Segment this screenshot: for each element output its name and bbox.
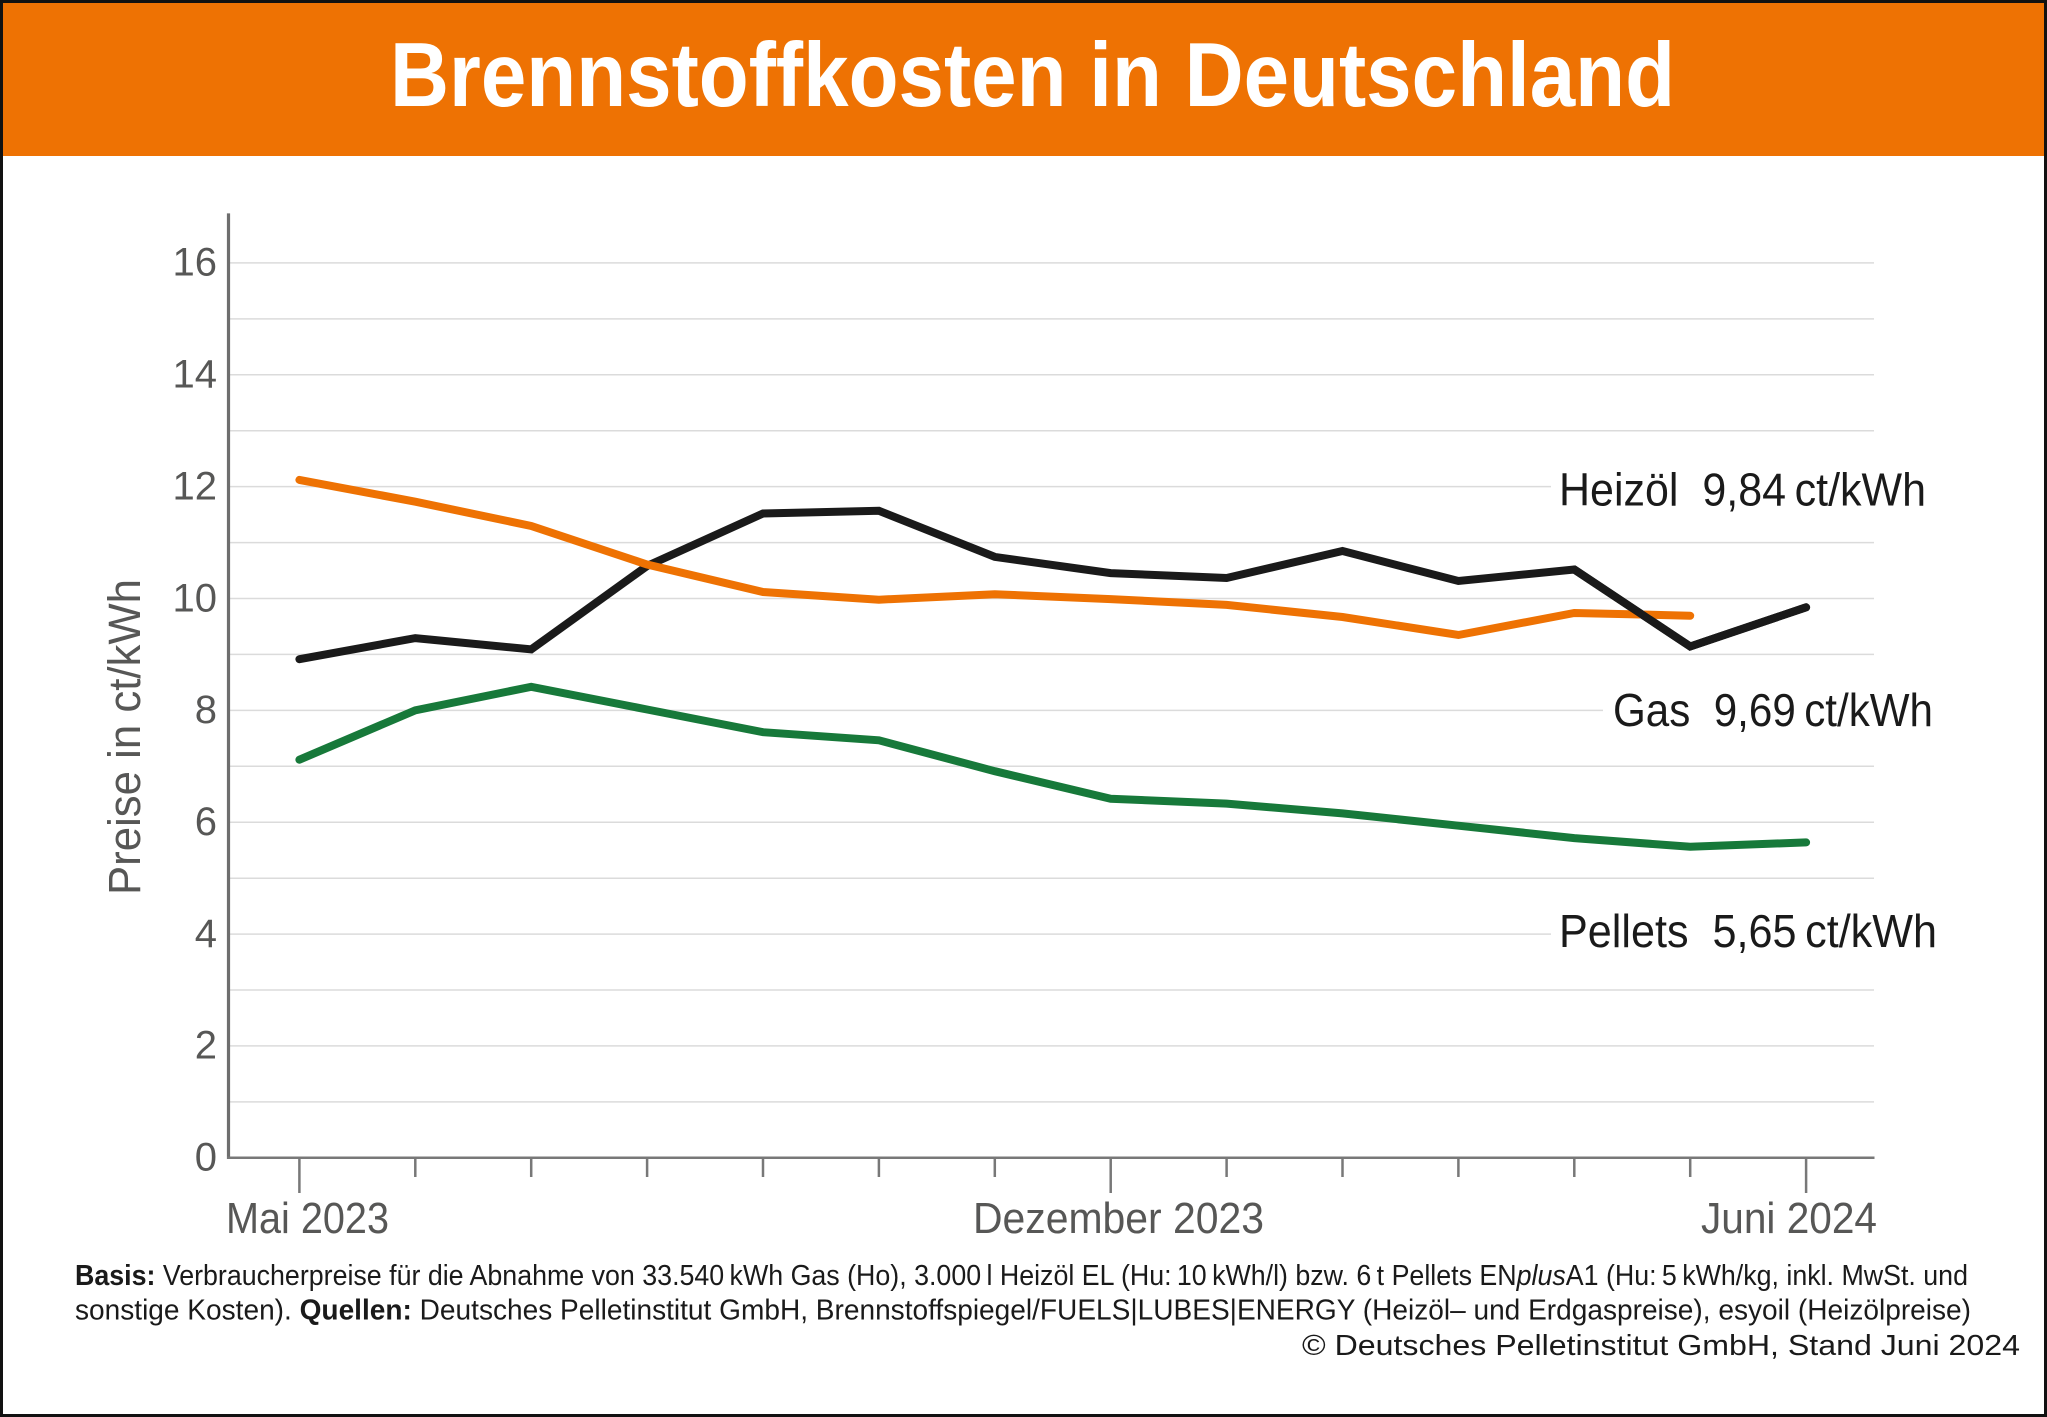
svg-text:0: 0: [195, 1136, 217, 1180]
svg-text:Preise in ct/kWh: Preise in ct/kWh: [99, 579, 150, 895]
svg-text:12: 12: [173, 464, 218, 508]
svg-text:8: 8: [195, 688, 217, 732]
svg-text:10: 10: [173, 576, 218, 620]
svg-text:Brennstoffkosten in Deutschlan: Brennstoffkosten in Deutschland: [390, 25, 1675, 126]
svg-text:sonstige Kosten). Quellen: Deu: sonstige Kosten). Quellen: Deutsches Pel…: [75, 1295, 1971, 1327]
svg-text:Pellets 5,65 ct/kWh: Pellets 5,65 ct/kWh: [1559, 905, 1937, 957]
svg-text:Gas 9,69 ct/kWh: Gas 9,69 ct/kWh: [1613, 684, 1933, 736]
svg-text:16: 16: [173, 241, 218, 285]
svg-text:Dezember 2023: Dezember 2023: [973, 1194, 1264, 1243]
svg-text:Basis: Verbraucherpreise für d: Basis: Verbraucherpreise für die Abnahme…: [75, 1260, 1968, 1292]
svg-text:14: 14: [173, 353, 218, 397]
svg-text:6: 6: [195, 800, 217, 844]
svg-text:Juni 2024: Juni 2024: [1701, 1194, 1877, 1243]
svg-text:Heizöl 9,84 ct/kWh: Heizöl 9,84 ct/kWh: [1559, 464, 1926, 516]
svg-text:Mai 2023: Mai 2023: [226, 1194, 389, 1243]
svg-text:2: 2: [195, 1024, 217, 1068]
svg-text:© Deutsches Pelletinstitut Gmb: © Deutsches Pelletinstitut GmbH, Stand J…: [1302, 1330, 2020, 1362]
svg-text:4: 4: [195, 912, 217, 956]
